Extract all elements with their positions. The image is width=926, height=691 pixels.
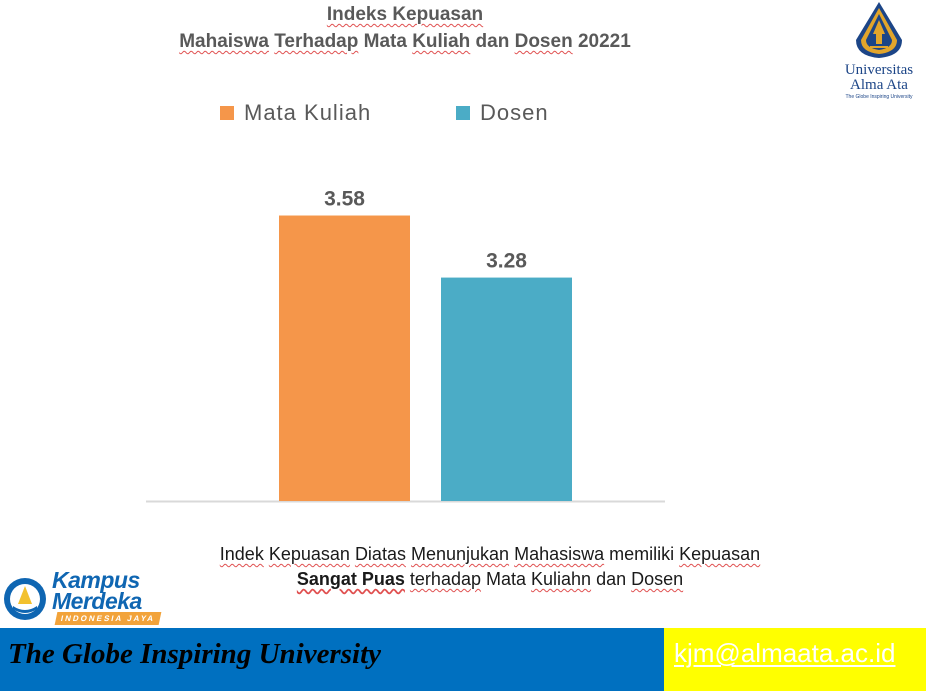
- caption-line-1: Indek Kepuasan Diatas Menunjukan Mahasis…: [219, 544, 761, 564]
- legend-label: Mata Kuliah: [244, 100, 371, 125]
- caption-word: Diatas: [354, 544, 406, 564]
- caption-emphasis: Sangat Puas: [296, 569, 405, 589]
- caption-word: Menunjukan: [410, 544, 510, 564]
- university-crest-icon: [856, 2, 902, 58]
- caption-word: Kepuasan: [679, 544, 761, 564]
- caption-word: Indek: [219, 544, 264, 564]
- caption-word: Kepuasan: [268, 544, 350, 564]
- footer-left-panel: The Globe Inspiring University: [0, 628, 664, 691]
- footer-right-panel: kjm@almaata.ac.id: [664, 628, 926, 691]
- title-word: Terhadap: [274, 31, 359, 52]
- bar-dosen: [441, 277, 572, 501]
- legend-label: Dosen: [480, 100, 549, 125]
- data-label: 3.28: [486, 250, 527, 273]
- university-logo-tagline: The Globe Inspiring University: [845, 94, 913, 100]
- kampus-merdeka-word-2: Merdeka: [52, 588, 142, 614]
- caption-line-2: Sangat Puas terhadap Mata Kuliahn dan Do…: [296, 569, 684, 589]
- kampus-merdeka-ribbon: INDONESIA JAYA: [54, 612, 162, 625]
- slide-title-line-1: Indeks Kepuasan: [326, 4, 484, 25]
- caption-word: Kuliahn: [531, 569, 592, 589]
- footer-email-link[interactable]: kjm@almaata.ac.id: [674, 638, 896, 668]
- data-label: 3.58: [324, 188, 365, 211]
- kampus-merdeka-word-1: Kampus: [52, 567, 140, 593]
- caption-word: Dosen: [631, 569, 684, 589]
- title-word: Kuliah: [412, 31, 471, 52]
- university-name-line-1: Universitas: [844, 62, 914, 78]
- title-word: Mahaiswa: [179, 31, 269, 52]
- caption-word: terhadap: [409, 569, 481, 589]
- footer-bar: The Globe Inspiring University kjm@almaa…: [0, 628, 926, 691]
- bar-chart: Mata Kuliah Dosen 3.58 3.28: [146, 100, 665, 503]
- legend-swatch: [220, 106, 234, 120]
- bar-mata-kuliah: [279, 215, 410, 501]
- slide-title-line-2: Mahaiswa Terhadap Mata Kuliah dan Dosen …: [179, 31, 631, 52]
- legend-swatch: [456, 106, 470, 120]
- universitas-alma-ata-logo: Universitas Alma Ata The Globe Inspiring…: [832, 0, 926, 104]
- university-name-line-2: Alma Ata: [850, 77, 908, 93]
- footer-tagline: The Globe Inspiring University: [8, 638, 381, 670]
- title-word: Dosen: [514, 31, 573, 52]
- tut-wuri-handayani-icon: [4, 578, 46, 620]
- caption-word: Mahasiswa: [514, 544, 605, 564]
- kampus-merdeka-logo: Kampus Merdeka INDONESIA JAYA: [0, 566, 170, 628]
